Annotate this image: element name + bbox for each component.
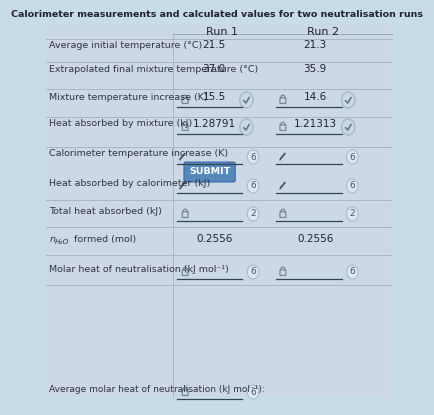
Text: 2: 2 xyxy=(349,210,355,219)
Text: 6: 6 xyxy=(250,152,255,161)
Text: H₂O: H₂O xyxy=(55,239,69,245)
Text: formed (mol): formed (mol) xyxy=(71,234,136,244)
Text: Average initial temperature (°C): Average initial temperature (°C) xyxy=(49,41,202,49)
Circle shape xyxy=(346,179,357,193)
Text: Calorimeter measurements and calculated values for two neutralisation runs: Calorimeter measurements and calculated … xyxy=(11,10,423,19)
Text: 6: 6 xyxy=(250,181,255,190)
Text: SUBMIT: SUBMIT xyxy=(188,168,230,176)
Text: Extrapolated final mixture temperature (°C): Extrapolated final mixture temperature (… xyxy=(49,64,258,73)
Text: 0.2556: 0.2556 xyxy=(196,234,232,244)
Circle shape xyxy=(346,207,357,221)
Text: 6: 6 xyxy=(349,152,355,161)
Circle shape xyxy=(247,265,258,279)
Text: 2: 2 xyxy=(250,210,255,219)
Text: 1.21313: 1.21313 xyxy=(293,119,336,129)
FancyBboxPatch shape xyxy=(46,25,389,397)
Text: 21.5: 21.5 xyxy=(202,40,225,50)
Text: Run 1: Run 1 xyxy=(206,27,238,37)
Text: 0.2556: 0.2556 xyxy=(296,234,332,244)
Text: Heat absorbed by calorimeter (kJ): Heat absorbed by calorimeter (kJ) xyxy=(49,178,210,188)
Text: Heat absorbed by mixture (kJ): Heat absorbed by mixture (kJ) xyxy=(49,120,192,129)
Text: Total heat absorbed (kJ): Total heat absorbed (kJ) xyxy=(49,207,162,215)
Text: Molar heat of neutralisation (kJ mol⁻¹): Molar heat of neutralisation (kJ mol⁻¹) xyxy=(49,264,229,273)
Text: 6: 6 xyxy=(349,268,355,276)
Circle shape xyxy=(346,265,357,279)
Circle shape xyxy=(346,150,357,164)
Text: 37.0: 37.0 xyxy=(202,64,225,74)
Text: Average molar heat of neutralisation (kJ mol⁻¹):: Average molar heat of neutralisation (kJ… xyxy=(49,385,265,393)
Text: n: n xyxy=(49,234,55,244)
Text: 1.28791: 1.28791 xyxy=(192,119,235,129)
Text: Calorimeter temperature increase (K): Calorimeter temperature increase (K) xyxy=(49,149,228,159)
Text: 6: 6 xyxy=(250,268,255,276)
Circle shape xyxy=(247,150,258,164)
Circle shape xyxy=(247,385,258,399)
Text: 15.5: 15.5 xyxy=(202,92,225,102)
Text: 35.9: 35.9 xyxy=(303,64,326,74)
Text: 6: 6 xyxy=(250,388,255,396)
Text: Mixture temperature increase (K): Mixture temperature increase (K) xyxy=(49,93,207,102)
Text: 14.6: 14.6 xyxy=(303,92,326,102)
Text: 6: 6 xyxy=(349,181,355,190)
Text: 21.3: 21.3 xyxy=(303,40,326,50)
Circle shape xyxy=(247,179,258,193)
FancyBboxPatch shape xyxy=(184,162,235,182)
Circle shape xyxy=(247,207,258,221)
Text: Run 2: Run 2 xyxy=(307,27,339,37)
